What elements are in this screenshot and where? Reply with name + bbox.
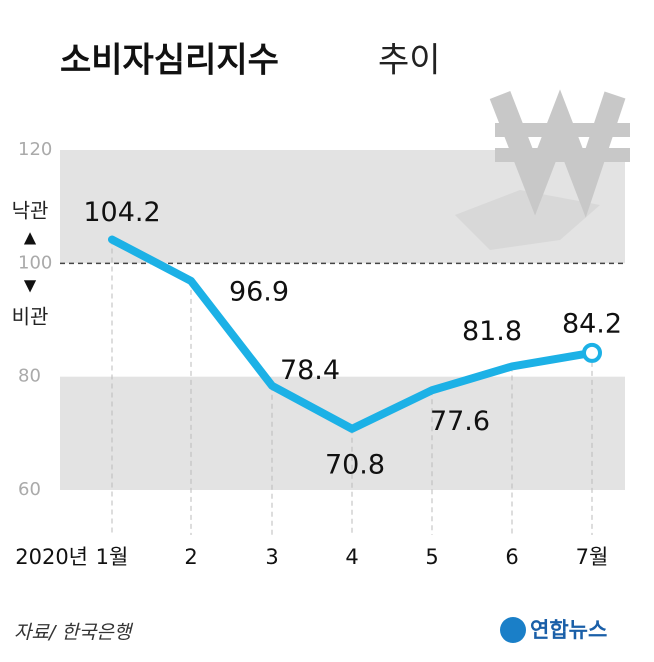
x-tick-label: 5 bbox=[425, 545, 438, 569]
upper-label: 낙관 bbox=[12, 199, 49, 223]
value-label: 77.6 bbox=[430, 406, 490, 437]
y-tick-label: 60 bbox=[18, 479, 41, 500]
won-icon bbox=[455, 89, 630, 250]
source: 자료/ 한국은행 bbox=[14, 622, 134, 644]
upper-arrow: ▲ bbox=[24, 228, 37, 247]
x-tick-label: 7월 bbox=[576, 545, 609, 569]
end-marker bbox=[582, 342, 602, 363]
year-label: 2020년 bbox=[15, 545, 88, 569]
value-label: 104.2 bbox=[83, 197, 160, 228]
x-tick-label: 4 bbox=[345, 545, 358, 569]
value-label: 70.8 bbox=[325, 449, 385, 480]
logo-icon bbox=[500, 617, 526, 643]
y-tick-label: 100 bbox=[18, 252, 52, 273]
value-label: 78.4 bbox=[280, 355, 340, 386]
value-label: 84.2 bbox=[562, 308, 622, 339]
chart-title: 소비자심리지수 bbox=[60, 41, 279, 81]
line bbox=[108, 235, 596, 433]
lower-label: 비관 bbox=[12, 305, 49, 329]
x-tick-label: 2 bbox=[184, 545, 197, 569]
x-tick-label: 1월 bbox=[96, 545, 129, 569]
y-tick-label: 80 bbox=[18, 366, 41, 387]
value-label: 96.9 bbox=[229, 276, 289, 307]
value-label: 81.8 bbox=[462, 316, 522, 347]
lower-arrow: ▼ bbox=[24, 276, 37, 295]
y-tick-label: 120 bbox=[18, 139, 52, 160]
x-tick-label: 3 bbox=[265, 545, 278, 569]
band bbox=[60, 376, 625, 490]
logo: 연합뉴스 bbox=[530, 618, 607, 642]
chart-title-suffix: 추이 bbox=[378, 41, 441, 81]
x-tick-label: 6 bbox=[505, 545, 518, 569]
